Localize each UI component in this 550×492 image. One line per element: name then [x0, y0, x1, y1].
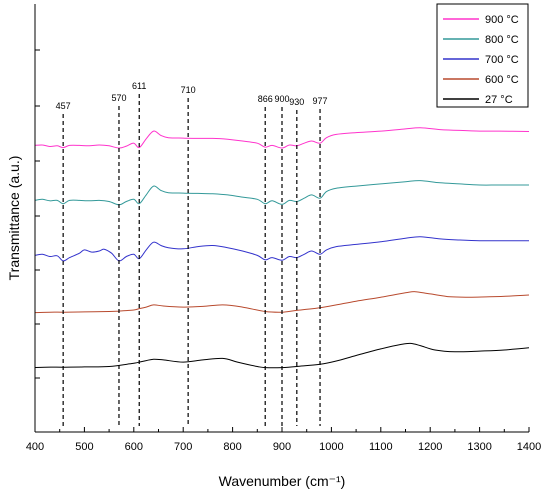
legend-label-4: 27 °C: [485, 94, 513, 106]
x-tick-label-800: 800: [223, 441, 241, 453]
x-tick-label-400: 400: [26, 441, 44, 453]
legend-label-3: 600 °C: [485, 74, 519, 86]
legend-label-0: 900 °C: [485, 14, 519, 26]
peak-label-457: 457: [56, 101, 71, 111]
x-tick-label-1100: 1100: [369, 441, 393, 453]
peak-label-977: 977: [313, 96, 328, 106]
peak-label-866: 866: [258, 94, 273, 104]
peak-label-611: 611: [132, 81, 146, 91]
series-line-4: [34, 342, 530, 369]
y-axis-title: Transmittance (a.u.): [6, 156, 22, 281]
legend-label-1: 800 °C: [485, 34, 519, 46]
spectra-curves: [34, 127, 530, 369]
series-line-2: [34, 236, 529, 262]
legend: 900 °C 800 °C 700 °C 600 °C 27 °C: [436, 3, 529, 108]
x-tick-label-900: 900: [273, 441, 291, 453]
series-line-0: [34, 127, 530, 149]
legend-box: [436, 3, 529, 108]
x-tick-label-500: 500: [75, 441, 93, 453]
series-line-1: [34, 180, 529, 206]
x-tick-label-600: 600: [125, 441, 143, 453]
axes: 400 500 600 700 800 900 1000 1100 1200 1300 1400 Wa…: [6, 4, 541, 489]
legend-label-2: 700 °C: [485, 54, 519, 66]
x-tick-label-700: 700: [174, 441, 192, 453]
peak-label-900: 900: [274, 94, 289, 104]
peak-label-710: 710: [181, 85, 196, 95]
peak-label-570: 570: [111, 93, 126, 103]
peak-label-930: 930: [289, 97, 304, 107]
x-tick-label-1300: 1300: [467, 441, 491, 453]
x-tick-label-1400: 1400: [517, 441, 541, 453]
x-axis-title: Wavenumber (cm⁻¹): [219, 473, 346, 489]
x-tick-label-1200: 1200: [418, 441, 442, 453]
x-tick-label-1000: 1000: [319, 441, 343, 453]
series-line-3: [34, 291, 530, 314]
peak-markers: 457 570 611 710 866 900 930 977: [56, 81, 328, 426]
